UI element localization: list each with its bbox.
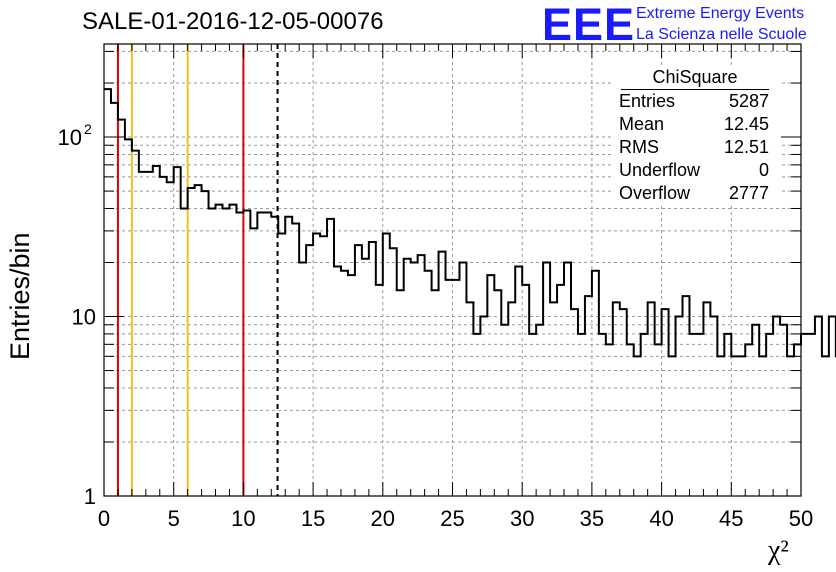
stats-row-underflow: Underflow 0	[611, 159, 779, 182]
x-tick-label: 35	[580, 506, 604, 531]
x-tick-label: 10	[231, 506, 255, 531]
stats-value: 5287	[728, 91, 769, 111]
x-tick-label: 20	[371, 506, 395, 531]
stats-row-mean: Mean 12.45	[611, 113, 779, 136]
stats-value: 12.51	[723, 137, 769, 157]
x-tick-label: 15	[301, 506, 325, 531]
y-tick-label: 1	[84, 484, 96, 509]
x-tick-label: 0	[98, 506, 110, 531]
logo-line-1: Extreme Energy Events	[636, 5, 805, 22]
stats-box: ChiSquare Entries 5287 Mean 12.45 RMS 12…	[611, 66, 779, 205]
x-tick-label: 5	[168, 506, 180, 531]
stats-value: 2777	[728, 183, 769, 203]
stats-value: 12.45	[723, 114, 769, 134]
y-tick-label-exponent: 2	[84, 121, 92, 137]
x-tick-label: 40	[649, 506, 673, 531]
logo-line-2: La Scienza nelle Scuole	[636, 26, 807, 43]
x-axis-label: χ²	[768, 535, 789, 566]
plot-frame	[103, 43, 802, 497]
x-tick-label: 25	[440, 506, 464, 531]
stats-box-title: ChiSquare	[621, 66, 769, 90]
stats-row-rms: RMS 12.51	[611, 136, 779, 159]
y-tick-label: 10	[72, 305, 96, 330]
stats-row-overflow: Overflow 2777	[611, 182, 779, 205]
stats-label: Entries	[619, 91, 676, 111]
histogram-series	[104, 88, 836, 358]
stats-value: 0	[758, 160, 769, 180]
eee-logo-mark: EEE	[542, 0, 636, 50]
stats-row-entries: Entries 5287	[611, 90, 779, 113]
chart-title: SALE-01-2016-12-05-00076	[82, 8, 384, 35]
stats-label: Underflow	[619, 160, 701, 180]
stats-label: Mean	[619, 114, 665, 134]
stats-label: RMS	[619, 137, 659, 157]
x-tick-label: 50	[789, 506, 813, 531]
x-tick-label: 45	[719, 506, 743, 531]
y-tick-label: 10	[58, 125, 82, 150]
stats-label: Overflow	[619, 183, 691, 203]
x-tick-label: 30	[510, 506, 534, 531]
